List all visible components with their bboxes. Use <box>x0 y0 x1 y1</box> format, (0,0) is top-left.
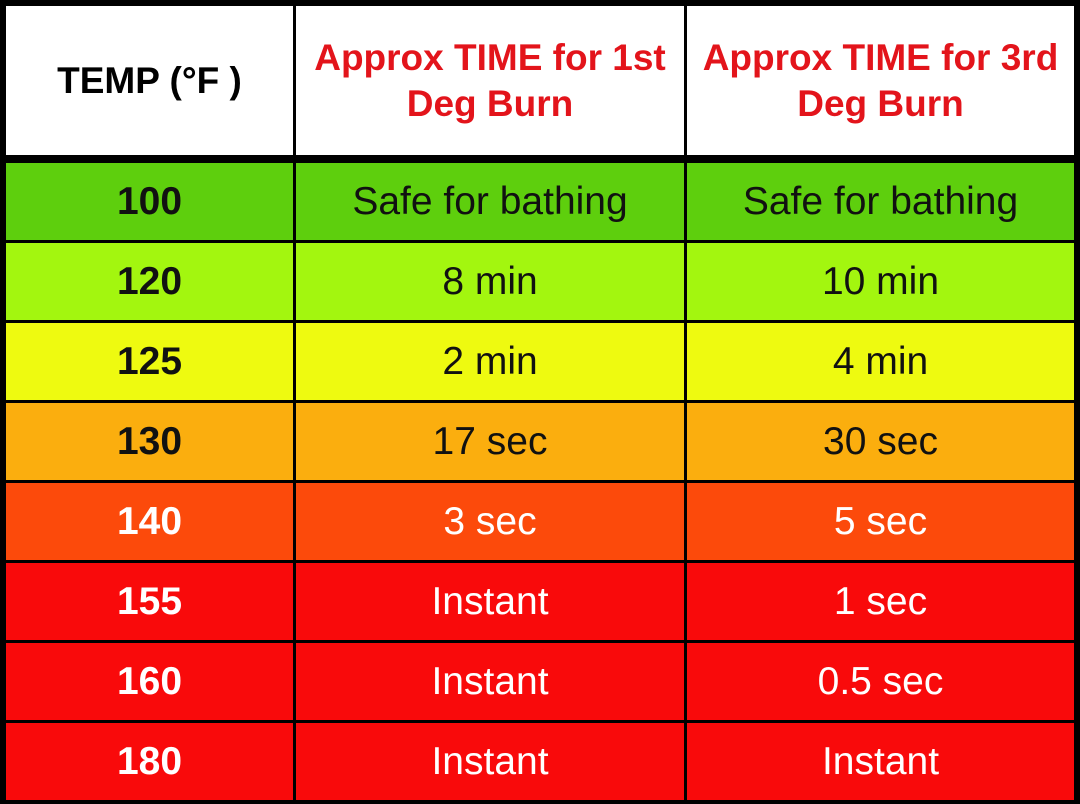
first-degree-cell: 2 min <box>296 323 684 400</box>
third-degree-cell: 1 sec <box>687 563 1074 640</box>
first-degree-cell: 3 sec <box>296 483 684 560</box>
header-3rd-degree: Approx TIME for 3rd Deg Burn <box>687 6 1074 155</box>
temp-cell: 155 <box>6 563 293 640</box>
third-degree-cell: Safe for bathing <box>687 163 1074 240</box>
temp-cell: 140 <box>6 483 293 560</box>
first-degree-cell: Safe for bathing <box>296 163 684 240</box>
temp-cell: 120 <box>6 243 293 320</box>
third-degree-cell: Instant <box>687 723 1074 800</box>
temp-cell: 180 <box>6 723 293 800</box>
first-degree-cell: 8 min <box>296 243 684 320</box>
header-temp: TEMP (°F ) <box>6 6 293 155</box>
temp-cell: 160 <box>6 643 293 720</box>
header-1st-degree: Approx TIME for 1st Deg Burn <box>296 6 684 155</box>
first-degree-cell: Instant <box>296 563 684 640</box>
temp-cell: 130 <box>6 403 293 480</box>
first-degree-cell: Instant <box>296 643 684 720</box>
temp-cell: 125 <box>6 323 293 400</box>
temp-cell: 100 <box>6 163 293 240</box>
first-degree-cell: 17 sec <box>296 403 684 480</box>
third-degree-cell: 4 min <box>687 323 1074 400</box>
third-degree-cell: 10 min <box>687 243 1074 320</box>
first-degree-cell: Instant <box>296 723 684 800</box>
third-degree-cell: 30 sec <box>687 403 1074 480</box>
third-degree-cell: 5 sec <box>687 483 1074 560</box>
third-degree-cell: 0.5 sec <box>687 643 1074 720</box>
